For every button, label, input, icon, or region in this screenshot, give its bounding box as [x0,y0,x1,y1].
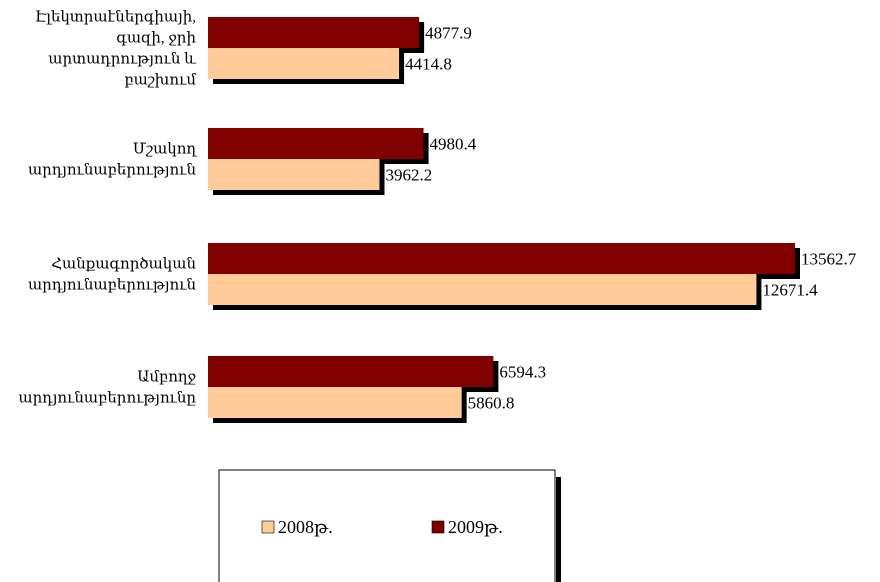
legend-swatch [431,520,445,534]
value-label: 4980.4 [430,135,477,154]
category-label: արդյունաբերություն [28,163,197,179]
category-labels: Էլեկտրաէներգիայի, գազի, ջրի արտադրություն … [18,10,197,407]
legend: 2008թ. 2009թ. [218,469,561,582]
category-label: Ամբողջ [137,370,196,386]
bar-2008-1 [208,159,380,190]
category-label: բաշխում [124,73,196,89]
bars-layer [208,17,800,423]
legend-swatch [261,520,275,534]
value-label: 3962.2 [385,166,432,185]
bar-2008-3 [208,387,462,418]
category-label: Հանքագործական [51,257,196,273]
value-label: 5860.8 [468,394,515,413]
bar-2009-1 [208,128,424,159]
value-label: 4877.9 [425,24,472,43]
value-label: 12671.4 [762,281,818,300]
bar-2009-2 [208,243,795,274]
category-label: արդյունաբերությունը [18,391,196,407]
category-label: գազի, ջրի [116,31,196,47]
value-label: 6594.3 [499,363,546,382]
bar-2008-2 [208,274,757,305]
value-labels: 4877.9 4414.8 4980.4 3962.2 13562.7 12671.4 65… [385,24,856,413]
legend-box [218,469,556,582]
category-label: Մշակող [133,142,198,158]
legend-label: 2009թ. [448,517,503,537]
value-label: 13562.7 [801,250,857,269]
category-label: Էլեկտրաէներգիայի, [35,10,196,26]
bar-2009-0 [208,17,420,48]
category-label: արտադրություն և [48,52,197,68]
legend-label: 2008թ. [278,517,333,537]
bar-2008-0 [208,48,400,79]
value-label: 4414.8 [405,55,452,74]
bar-2009-3 [208,356,494,387]
category-label: արդյունաբերություն [28,278,197,294]
legend-shadow [556,477,561,582]
